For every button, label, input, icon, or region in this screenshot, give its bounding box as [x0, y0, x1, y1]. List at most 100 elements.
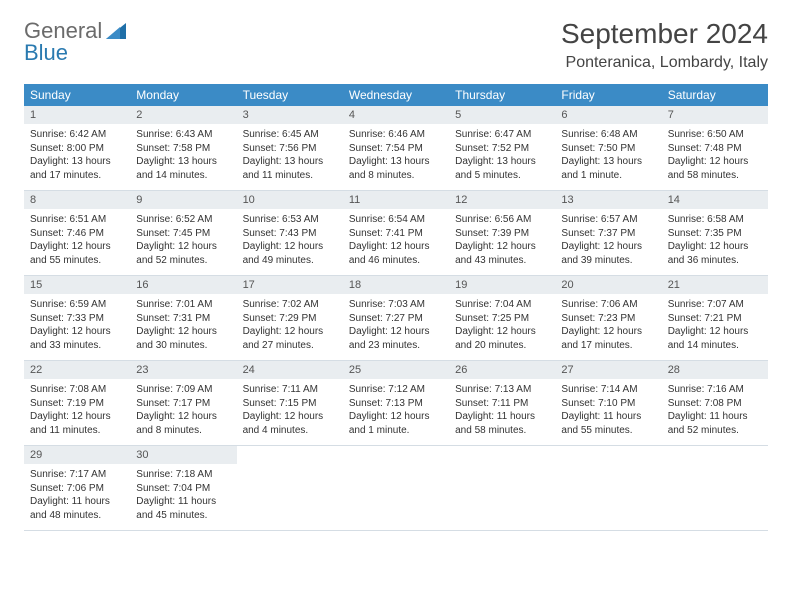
sunrise-text: Sunrise: 7:07 AM	[668, 298, 762, 312]
sunset-text: Sunset: 8:00 PM	[30, 142, 124, 156]
sunrise-text: Sunrise: 6:57 AM	[561, 213, 655, 227]
day-content: Sunrise: 6:46 AMSunset: 7:54 PMDaylight:…	[343, 124, 449, 190]
day-content: Sunrise: 7:09 AMSunset: 7:17 PMDaylight:…	[130, 379, 236, 445]
day-cell: 9Sunrise: 6:52 AMSunset: 7:45 PMDaylight…	[130, 191, 236, 276]
day-cell: 27Sunrise: 7:14 AMSunset: 7:10 PMDayligh…	[555, 361, 661, 446]
day-content: Sunrise: 6:52 AMSunset: 7:45 PMDaylight:…	[130, 209, 236, 275]
col-thursday: Thursday	[449, 84, 555, 106]
week-row: 22Sunrise: 7:08 AMSunset: 7:19 PMDayligh…	[24, 361, 768, 446]
day-number: 22	[24, 361, 130, 379]
sunset-text: Sunset: 7:11 PM	[455, 397, 549, 411]
daylight-text: Daylight: 11 hours and 58 minutes.	[455, 410, 549, 437]
sunset-text: Sunset: 7:56 PM	[243, 142, 337, 156]
day-number: 23	[130, 361, 236, 379]
sunset-text: Sunset: 7:04 PM	[136, 482, 230, 496]
sunrise-text: Sunrise: 7:17 AM	[30, 468, 124, 482]
sunrise-text: Sunrise: 6:53 AM	[243, 213, 337, 227]
title-block: September 2024 Ponteranica, Lombardy, It…	[561, 18, 768, 72]
sunrise-text: Sunrise: 6:54 AM	[349, 213, 443, 227]
day-content: Sunrise: 7:17 AMSunset: 7:06 PMDaylight:…	[24, 464, 130, 530]
sunset-text: Sunset: 7:19 PM	[30, 397, 124, 411]
sunrise-text: Sunrise: 6:42 AM	[30, 128, 124, 142]
calendar-table: Sunday Monday Tuesday Wednesday Thursday…	[24, 84, 768, 531]
day-cell: 16Sunrise: 7:01 AMSunset: 7:31 PMDayligh…	[130, 276, 236, 361]
day-content: Sunrise: 6:47 AMSunset: 7:52 PMDaylight:…	[449, 124, 555, 190]
daylight-text: Daylight: 12 hours and 46 minutes.	[349, 240, 443, 267]
day-number: 16	[130, 276, 236, 294]
daylight-text: Daylight: 12 hours and 17 minutes.	[561, 325, 655, 352]
sunrise-text: Sunrise: 7:14 AM	[561, 383, 655, 397]
daylight-text: Daylight: 13 hours and 8 minutes.	[349, 155, 443, 182]
daylight-text: Daylight: 13 hours and 11 minutes.	[243, 155, 337, 182]
day-cell: 23Sunrise: 7:09 AMSunset: 7:17 PMDayligh…	[130, 361, 236, 446]
day-cell: 14Sunrise: 6:58 AMSunset: 7:35 PMDayligh…	[662, 191, 768, 276]
sunrise-text: Sunrise: 7:01 AM	[136, 298, 230, 312]
col-tuesday: Tuesday	[237, 84, 343, 106]
day-content: Sunrise: 6:54 AMSunset: 7:41 PMDaylight:…	[343, 209, 449, 275]
daylight-text: Daylight: 11 hours and 52 minutes.	[668, 410, 762, 437]
day-content: Sunrise: 7:01 AMSunset: 7:31 PMDaylight:…	[130, 294, 236, 360]
day-cell: 30Sunrise: 7:18 AMSunset: 7:04 PMDayligh…	[130, 446, 236, 531]
sunset-text: Sunset: 7:10 PM	[561, 397, 655, 411]
day-cell: ..	[343, 446, 449, 531]
sunrise-text: Sunrise: 6:48 AM	[561, 128, 655, 142]
col-monday: Monday	[130, 84, 236, 106]
sunset-text: Sunset: 7:39 PM	[455, 227, 549, 241]
day-cell: ..	[449, 446, 555, 531]
day-cell: 7Sunrise: 6:50 AMSunset: 7:48 PMDaylight…	[662, 106, 768, 191]
daylight-text: Daylight: 12 hours and 20 minutes.	[455, 325, 549, 352]
day-content: Sunrise: 7:12 AMSunset: 7:13 PMDaylight:…	[343, 379, 449, 445]
day-content: Sunrise: 7:08 AMSunset: 7:19 PMDaylight:…	[24, 379, 130, 445]
day-cell: 17Sunrise: 7:02 AMSunset: 7:29 PMDayligh…	[237, 276, 343, 361]
day-content: Sunrise: 7:03 AMSunset: 7:27 PMDaylight:…	[343, 294, 449, 360]
day-cell: 5Sunrise: 6:47 AMSunset: 7:52 PMDaylight…	[449, 106, 555, 191]
sunset-text: Sunset: 7:27 PM	[349, 312, 443, 326]
sunrise-text: Sunrise: 7:06 AM	[561, 298, 655, 312]
day-cell: 11Sunrise: 6:54 AMSunset: 7:41 PMDayligh…	[343, 191, 449, 276]
sunrise-text: Sunrise: 7:09 AM	[136, 383, 230, 397]
day-cell: 20Sunrise: 7:06 AMSunset: 7:23 PMDayligh…	[555, 276, 661, 361]
daylight-text: Daylight: 12 hours and 8 minutes.	[136, 410, 230, 437]
sunrise-text: Sunrise: 7:12 AM	[349, 383, 443, 397]
sunrise-text: Sunrise: 6:46 AM	[349, 128, 443, 142]
day-number: 5	[449, 106, 555, 124]
daylight-text: Daylight: 12 hours and 52 minutes.	[136, 240, 230, 267]
logo-triangle-icon	[106, 23, 126, 39]
week-row: 15Sunrise: 6:59 AMSunset: 7:33 PMDayligh…	[24, 276, 768, 361]
day-content: Sunrise: 7:14 AMSunset: 7:10 PMDaylight:…	[555, 379, 661, 445]
sunset-text: Sunset: 7:23 PM	[561, 312, 655, 326]
day-content: Sunrise: 7:16 AMSunset: 7:08 PMDaylight:…	[662, 379, 768, 445]
col-sunday: Sunday	[24, 84, 130, 106]
day-content: Sunrise: 6:50 AMSunset: 7:48 PMDaylight:…	[662, 124, 768, 190]
day-number: 10	[237, 191, 343, 209]
day-cell: 3Sunrise: 6:45 AMSunset: 7:56 PMDaylight…	[237, 106, 343, 191]
day-cell: 26Sunrise: 7:13 AMSunset: 7:11 PMDayligh…	[449, 361, 555, 446]
week-row: 1Sunrise: 6:42 AMSunset: 8:00 PMDaylight…	[24, 106, 768, 191]
day-content: Sunrise: 6:42 AMSunset: 8:00 PMDaylight:…	[24, 124, 130, 190]
sunset-text: Sunset: 7:41 PM	[349, 227, 443, 241]
sunrise-text: Sunrise: 6:47 AM	[455, 128, 549, 142]
day-number: 30	[130, 446, 236, 464]
sunset-text: Sunset: 7:08 PM	[668, 397, 762, 411]
day-number: 17	[237, 276, 343, 294]
day-cell: ..	[555, 446, 661, 531]
day-number: 3	[237, 106, 343, 124]
location: Ponteranica, Lombardy, Italy	[561, 54, 768, 72]
day-cell: 15Sunrise: 6:59 AMSunset: 7:33 PMDayligh…	[24, 276, 130, 361]
day-number: 21	[662, 276, 768, 294]
sunset-text: Sunset: 7:33 PM	[30, 312, 124, 326]
sunrise-text: Sunrise: 7:18 AM	[136, 468, 230, 482]
sunset-text: Sunset: 7:37 PM	[561, 227, 655, 241]
day-content: Sunrise: 6:56 AMSunset: 7:39 PMDaylight:…	[449, 209, 555, 275]
day-number: 6	[555, 106, 661, 124]
daylight-text: Daylight: 13 hours and 1 minute.	[561, 155, 655, 182]
day-content: Sunrise: 7:02 AMSunset: 7:29 PMDaylight:…	[237, 294, 343, 360]
day-cell: 24Sunrise: 7:11 AMSunset: 7:15 PMDayligh…	[237, 361, 343, 446]
sunset-text: Sunset: 7:25 PM	[455, 312, 549, 326]
sunset-text: Sunset: 7:54 PM	[349, 142, 443, 156]
day-cell: 2Sunrise: 6:43 AMSunset: 7:58 PMDaylight…	[130, 106, 236, 191]
day-cell: 28Sunrise: 7:16 AMSunset: 7:08 PMDayligh…	[662, 361, 768, 446]
daylight-text: Daylight: 12 hours and 4 minutes.	[243, 410, 337, 437]
sunset-text: Sunset: 7:15 PM	[243, 397, 337, 411]
daylight-text: Daylight: 13 hours and 17 minutes.	[30, 155, 124, 182]
